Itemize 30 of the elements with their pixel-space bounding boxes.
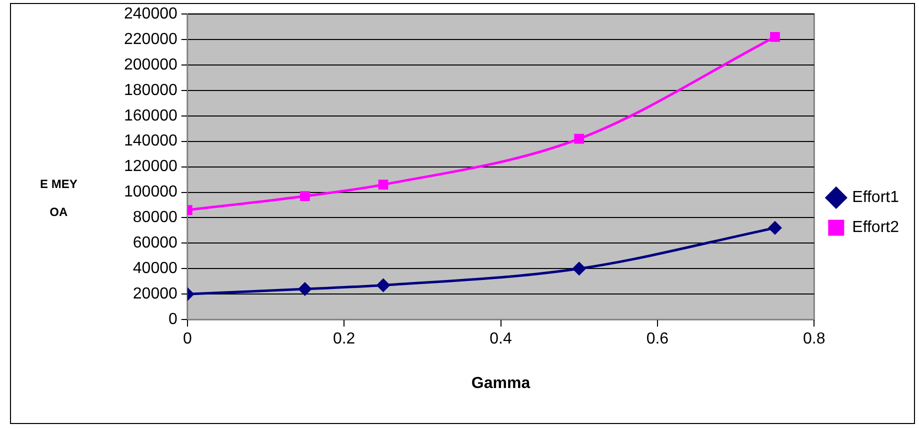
point: [770, 32, 780, 42]
point: [300, 191, 310, 202]
x-axis-title: Gamma: [471, 374, 530, 392]
point: [572, 262, 586, 276]
y-tick-label: 20000: [132, 286, 178, 303]
y-tick-label: 120000: [124, 158, 178, 176]
legend-label: Effort2: [852, 219, 900, 236]
x-tick-label: 0.8: [803, 330, 826, 348]
y-tick-label: 60000: [132, 234, 178, 252]
y-tick-label: 180000: [124, 82, 178, 99]
point: [768, 220, 782, 235]
y-tick-label: 100000: [124, 184, 178, 201]
x-tick-label: 0.6: [646, 330, 669, 348]
point: [298, 282, 312, 296]
y-tick-label: 200000: [124, 56, 178, 74]
y-tick-label: 220000: [124, 30, 178, 48]
x-tick-label: 0.4: [490, 330, 512, 348]
y-tick-label: 140000: [124, 132, 178, 150]
x-tick-label: 0: [182, 330, 192, 348]
point: [378, 180, 388, 190]
x-tick-label: 0.2: [332, 330, 356, 348]
legend-label: Effort1: [852, 189, 900, 206]
y-tick-label: 160000: [124, 107, 178, 124]
y-axis-title: E MEY OA: [40, 176, 78, 221]
y-tick-label: 80000: [132, 209, 178, 226]
y-tick-label: 240000: [124, 5, 178, 22]
y-tick-label: 0: [168, 311, 178, 328]
point: [574, 134, 584, 144]
point: [376, 278, 390, 292]
y-tick-label: 40000: [132, 260, 178, 278]
